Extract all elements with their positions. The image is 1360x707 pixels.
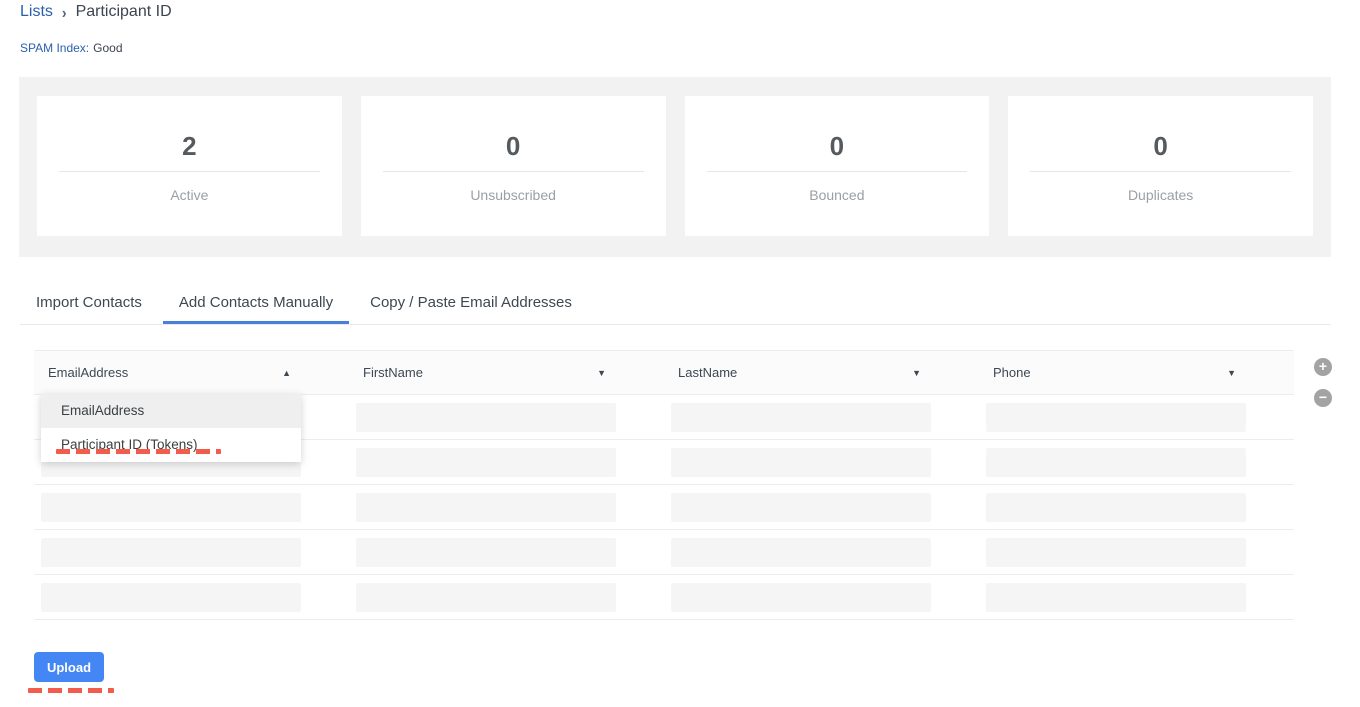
contact-field-input[interactable] (41, 583, 301, 612)
contact-field-input[interactable] (986, 538, 1246, 567)
contact-table-header: EmailAddress ▲ FirstName ▼ LastName ▼ Ph… (34, 350, 1294, 395)
field-type-dropdown: EmailAddress Participant ID (Tokens) (41, 394, 301, 462)
column-label: EmailAddress (48, 365, 129, 380)
contact-field-input[interactable] (356, 403, 616, 432)
stat-value: 2 (182, 131, 197, 161)
spam-index-label: SPAM Index: (20, 41, 90, 55)
remove-row-button[interactable]: − (1314, 389, 1332, 407)
contact-field-input[interactable] (671, 493, 931, 522)
stat-card-active: 2 Active (37, 96, 342, 236)
contact-field-input[interactable] (671, 448, 931, 477)
contact-field-input[interactable] (356, 448, 616, 477)
spam-index-value: Good (93, 41, 123, 55)
column-select-emailaddress[interactable]: EmailAddress ▲ (34, 351, 349, 394)
stats-panel: 2 Active 0 Unsubscribed 0 Bounced 0 Dupl… (19, 77, 1331, 257)
upload-button[interactable]: Upload (34, 652, 104, 682)
caret-down-icon: ▼ (597, 367, 606, 378)
chevron-right-icon: › (61, 2, 67, 22)
column-label: LastName (678, 365, 738, 380)
contact-field-input[interactable] (356, 493, 616, 522)
contact-field-input[interactable] (986, 493, 1246, 522)
spam-index: SPAM Index: Good (20, 41, 123, 55)
column-label: FirstName (363, 365, 423, 380)
caret-down-icon: ▼ (1227, 367, 1236, 378)
contacts-tab-bar: Import Contacts Add Contacts Manually Co… (20, 289, 1331, 325)
breadcrumb-lists-link[interactable]: Lists (20, 3, 53, 20)
dropdown-option-participant-id-tokens[interactable]: Participant ID (Tokens) (41, 428, 301, 462)
column-select-lastname[interactable]: LastName ▼ (664, 351, 979, 394)
caret-up-icon: ▲ (282, 367, 291, 378)
tab-import-contacts[interactable]: Import Contacts (36, 294, 142, 311)
contact-field-input[interactable] (986, 403, 1246, 432)
stat-value: 0 (829, 131, 845, 161)
plus-icon: + (1318, 358, 1328, 374)
add-row-button[interactable]: + (1314, 358, 1332, 376)
contact-field-input[interactable] (356, 583, 616, 612)
contact-field-input[interactable] (41, 538, 301, 567)
stat-label: Duplicates (1127, 187, 1194, 203)
breadcrumb: Lists › Participant ID (20, 3, 172, 21)
divider (706, 171, 968, 172)
stat-label: Bounced (809, 187, 865, 203)
stat-label: Active (170, 187, 209, 203)
stat-card-bounced: 0 Bounced (684, 96, 990, 236)
stat-card-unsubscribed: 0 Unsubscribed (360, 96, 666, 236)
divider (382, 171, 644, 172)
contact-field-input[interactable] (671, 583, 931, 612)
contact-field-input[interactable] (986, 448, 1246, 477)
contact-row (34, 530, 1294, 575)
dropdown-option-label: Participant ID (Tokens) (61, 437, 198, 452)
click-target-annotation (28, 688, 114, 693)
stat-value: 0 (1153, 131, 1168, 161)
stat-card-duplicates: 0 Duplicates (1008, 96, 1313, 236)
contact-row (34, 575, 1294, 620)
caret-down-icon: ▼ (912, 367, 921, 378)
column-select-firstname[interactable]: FirstName ▼ (349, 351, 664, 394)
stat-label: Unsubscribed (470, 187, 556, 203)
contact-row (34, 485, 1294, 530)
contact-field-input[interactable] (986, 583, 1246, 612)
dropdown-option-emailaddress[interactable]: EmailAddress (41, 394, 301, 428)
minus-icon: − (1318, 389, 1328, 405)
tab-add-contacts-manually[interactable]: Add Contacts Manually (162, 289, 350, 324)
divider (1030, 171, 1291, 172)
contact-field-input[interactable] (671, 538, 931, 567)
contact-field-input[interactable] (41, 493, 301, 522)
stat-value: 0 (505, 131, 521, 161)
column-label: Phone (993, 365, 1031, 380)
breadcrumb-current-page: Participant ID (75, 3, 172, 20)
tab-copy-paste-email-addresses[interactable]: Copy / Paste Email Addresses (370, 294, 572, 311)
contact-field-input[interactable] (356, 538, 616, 567)
contact-field-input[interactable] (671, 403, 931, 432)
divider (59, 171, 320, 172)
column-select-phone[interactable]: Phone ▼ (979, 351, 1294, 394)
